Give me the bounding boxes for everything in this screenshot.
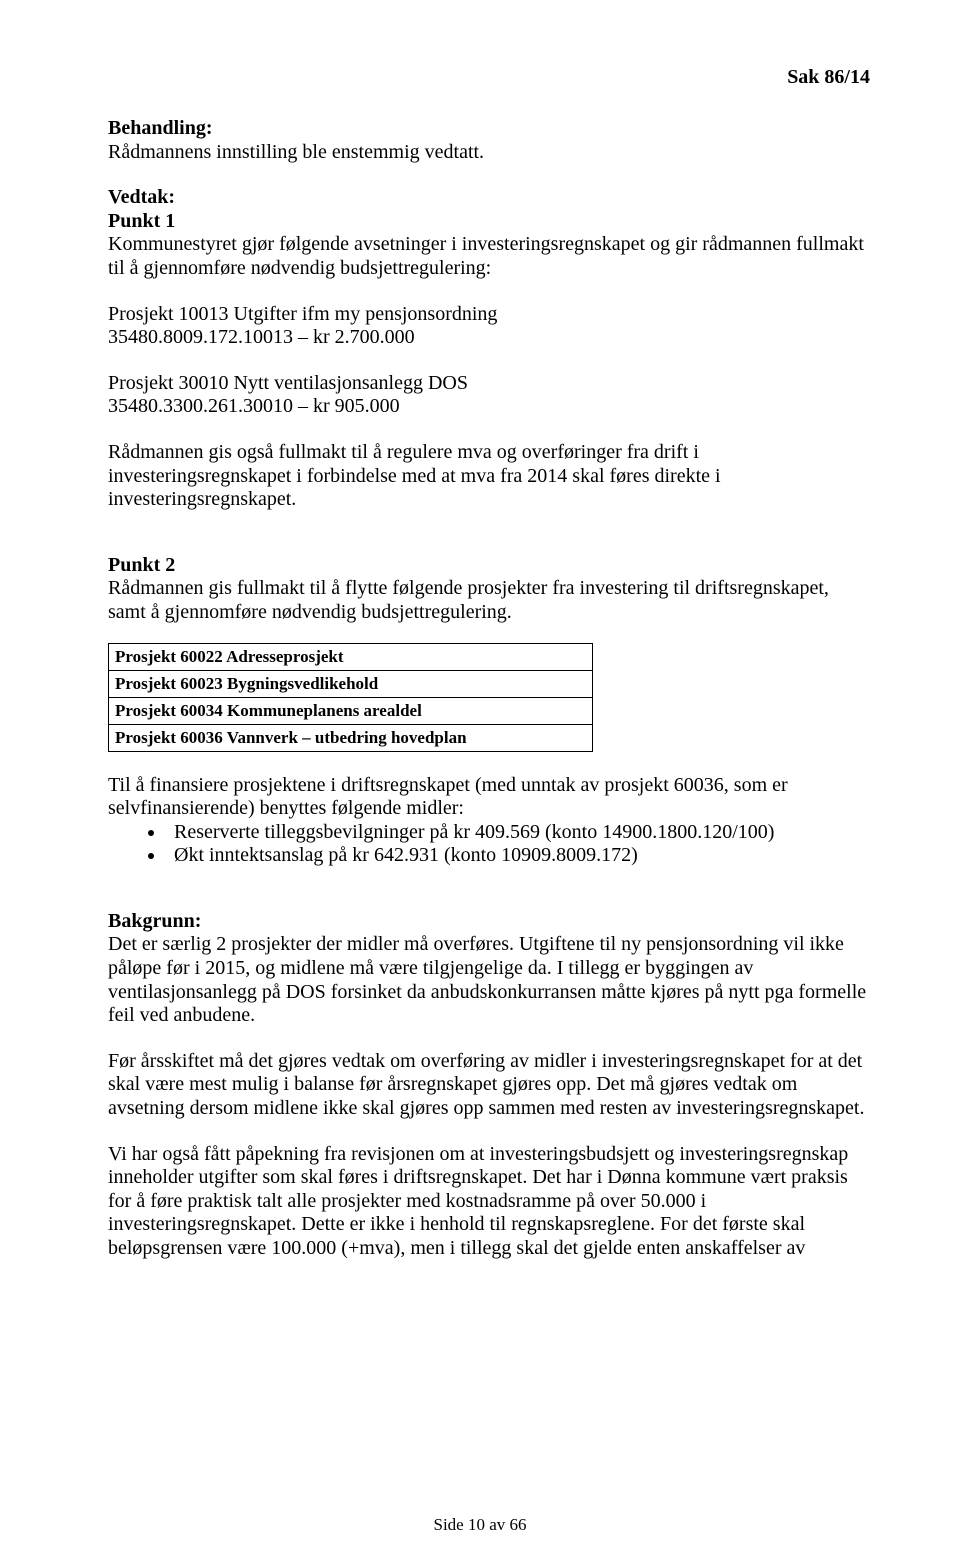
table-row: Prosjekt 60022 Adresseprosjekt [109,643,593,670]
project-cell: Prosjekt 60034 Kommuneplanens arealdel [109,697,593,724]
punkt1-proj2-name: Prosjekt 30010 Nytt ventilasjonsanlegg D… [108,372,870,396]
behandling-heading: Behandling: [108,117,870,141]
punkt1-proj2-code: 35480.3300.261.30010 – kr 905.000 [108,395,870,419]
punkt1-mva-text: Rådmannen gis også fullmakt til å regule… [108,441,870,512]
list-item: Økt inntektsanslag på kr 642.931 (konto … [166,844,870,868]
project-cell: Prosjekt 60036 Vannverk – utbedring hove… [109,724,593,751]
bakgrunn-p2: Før årsskiftet må det gjøres vedtak om o… [108,1050,870,1121]
list-item: Reserverte tilleggsbevilgninger på kr 40… [166,821,870,845]
bakgrunn-p1: Det er særlig 2 prosjekter der midler må… [108,933,870,1027]
page-footer: Side 10 av 66 [0,1515,960,1535]
behandling-text: Rådmannens innstilling ble enstemmig ved… [108,141,870,165]
financing-bullets: Reserverte tilleggsbevilgninger på kr 40… [108,821,870,868]
punkt2-intro: Rådmannen gis fullmakt til å flytte følg… [108,577,870,624]
projects-table: Prosjekt 60022 Adresseprosjekt Prosjekt … [108,643,593,752]
punkt1-proj1-name: Prosjekt 10013 Utgifter ifm my pensjonso… [108,303,870,327]
financing-intro: Til å finansiere prosjektene i driftsreg… [108,774,870,821]
table-row: Prosjekt 60023 Bygningsvedlikehold [109,670,593,697]
table-row: Prosjekt 60036 Vannverk – utbedring hove… [109,724,593,751]
bakgrunn-heading: Bakgrunn: [108,910,870,934]
project-cell: Prosjekt 60023 Bygningsvedlikehold [109,670,593,697]
punkt2-heading: Punkt 2 [108,554,870,578]
case-reference: Sak 86/14 [108,66,870,89]
punkt1-heading: Punkt 1 [108,210,870,234]
punkt1-intro: Kommunestyret gjør følgende avsetninger … [108,233,870,280]
punkt1-proj1-code: 35480.8009.172.10013 – kr 2.700.000 [108,326,870,350]
document-page: Sak 86/14 Behandling: Rådmannens innstil… [0,0,960,1565]
bakgrunn-p3: Vi har også fått påpekning fra revisjone… [108,1143,870,1261]
vedtak-heading: Vedtak: [108,186,870,210]
table-row: Prosjekt 60034 Kommuneplanens arealdel [109,697,593,724]
project-cell: Prosjekt 60022 Adresseprosjekt [109,643,593,670]
